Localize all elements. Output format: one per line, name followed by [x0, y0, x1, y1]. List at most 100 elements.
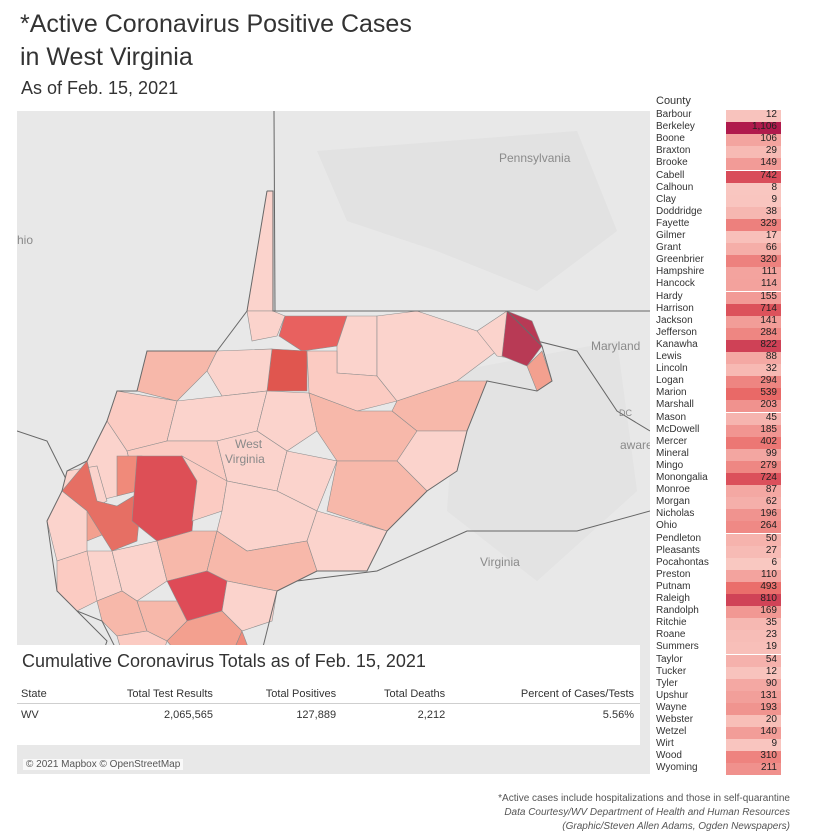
- table-row[interactable]: Gilmer 17: [650, 230, 796, 243]
- county-column-header: County: [656, 95, 691, 107]
- table-row[interactable]: Jefferson 284: [650, 327, 796, 340]
- county-value-cell: 169: [726, 605, 781, 619]
- table-row[interactable]: Boone 106: [650, 133, 796, 147]
- county-name: Braxton: [656, 145, 691, 157]
- table-row[interactable]: Braxton 29: [650, 145, 796, 159]
- table-row[interactable]: Calhoun 8: [650, 182, 796, 195]
- county-name: Lincoln: [656, 363, 688, 375]
- table-row[interactable]: Wood 310: [650, 750, 796, 764]
- table-row[interactable]: Tyler 90: [650, 678, 796, 691]
- county-name: Morgan: [656, 496, 690, 508]
- table-row[interactable]: Monroe 87: [650, 484, 796, 498]
- table-row[interactable]: Greenbrier 320: [650, 254, 796, 268]
- county-value: 62: [765, 496, 777, 508]
- table-row[interactable]: Wyoming 211: [650, 762, 796, 776]
- table-row[interactable]: Marion 539: [650, 387, 796, 401]
- county-value-cell: 742: [726, 170, 781, 183]
- table-row[interactable]: Morgan 62: [650, 496, 796, 510]
- table-row[interactable]: Wayne 193: [650, 701, 796, 715]
- county-value: 493: [760, 580, 777, 592]
- county-name: Putnam: [656, 580, 691, 592]
- county-value: 310: [760, 750, 777, 762]
- table-row[interactable]: Mercer 402: [650, 436, 796, 449]
- table-row[interactable]: Nicholas 196: [650, 508, 796, 522]
- table-row[interactable]: Kanawha 822: [650, 339, 796, 352]
- county-value-cell: 822: [726, 339, 781, 352]
- table-row[interactable]: Upshur 131: [650, 690, 796, 703]
- county-value: 810: [760, 593, 777, 604]
- table-row[interactable]: Wetzel 140: [650, 726, 796, 740]
- label-maryland: Maryland: [591, 339, 641, 353]
- county-name: Monroe: [656, 484, 690, 496]
- county-value: 45: [765, 411, 777, 423]
- table-row[interactable]: Clay 9: [650, 193, 796, 207]
- table-row[interactable]: Webster 20: [650, 714, 796, 727]
- county-name: Wayne: [656, 701, 687, 713]
- table-row[interactable]: Mingo 279: [650, 460, 796, 473]
- county-value: 110: [761, 568, 777, 580]
- county-name: Hancock: [656, 278, 695, 290]
- table-row[interactable]: Lewis 88: [650, 351, 796, 364]
- table-row[interactable]: Randolph 169: [650, 605, 796, 619]
- table-row[interactable]: McDowell 185: [650, 424, 796, 437]
- county-value-cell: 294: [726, 375, 781, 389]
- county-value-cell: 45: [726, 411, 781, 425]
- table-row[interactable]: Wirt 9: [650, 738, 796, 752]
- table-row[interactable]: Hampshire 111: [650, 266, 796, 280]
- county-name: Mineral: [656, 447, 689, 459]
- county-name: Taylor: [656, 653, 683, 665]
- totals-header-row: State Total Test Results Total Positives…: [17, 685, 640, 704]
- table-row[interactable]: Grant 66: [650, 242, 796, 256]
- county-value-cell: 17: [726, 230, 781, 243]
- table-row[interactable]: Taylor 54: [650, 653, 796, 667]
- county-name: Ritchie: [656, 617, 687, 629]
- table-row[interactable]: Hancock 114: [650, 278, 796, 292]
- table-row[interactable]: Putnam 493: [650, 580, 796, 594]
- table-row[interactable]: Lincoln 32: [650, 363, 796, 377]
- county-name: Boone: [656, 133, 685, 145]
- county-value-cell: 185: [726, 424, 781, 437]
- table-row[interactable]: Marshall 203: [650, 399, 796, 413]
- table-row[interactable]: Doddridge 38: [650, 205, 796, 219]
- table-row[interactable]: Tucker 12: [650, 666, 796, 679]
- table-row[interactable]: Barbour 12: [650, 109, 796, 122]
- table-row[interactable]: Jackson 141: [650, 315, 796, 328]
- table-row[interactable]: Fayette 329: [650, 217, 796, 231]
- table-row[interactable]: Pleasants 27: [650, 545, 796, 558]
- county-value-cell: 27: [726, 545, 781, 558]
- county-value-cell: 284: [726, 327, 781, 340]
- county-value: 6: [771, 556, 777, 568]
- table-row[interactable]: Mineral 99: [650, 447, 796, 461]
- county-value: 329: [760, 217, 777, 229]
- table-row[interactable]: Harrison 714: [650, 303, 796, 316]
- table-row[interactable]: Roane 23: [650, 629, 796, 643]
- header-total-deaths: Total Deaths: [342, 685, 452, 704]
- county-name: Doddridge: [656, 205, 703, 217]
- table-row[interactable]: Pendleton 50: [650, 533, 796, 546]
- label-pennsylvania: Pennsylvania: [499, 151, 571, 165]
- table-row[interactable]: Berkeley 1,106: [650, 121, 796, 135]
- map-attribution[interactable]: © 2021 Mapbox © OpenStreetMap: [23, 759, 184, 770]
- table-row[interactable]: Summers 19: [650, 641, 796, 655]
- table-row[interactable]: Hardy 155: [650, 291, 796, 304]
- county-name: Marshall: [656, 399, 694, 411]
- table-row[interactable]: Mason 45: [650, 411, 796, 425]
- table-row[interactable]: Ritchie 35: [650, 617, 796, 631]
- county-name: Mason: [656, 411, 687, 423]
- table-row[interactable]: Preston 110: [650, 568, 796, 582]
- county-value-cell: 111: [726, 266, 781, 280]
- county-value: 1,106: [751, 121, 777, 133]
- county-value: 106: [760, 133, 777, 145]
- table-row[interactable]: Ohio 264: [650, 520, 796, 534]
- table-row[interactable]: Logan 294: [650, 375, 796, 389]
- county-name: Clay: [656, 193, 677, 205]
- table-row[interactable]: Brooke 149: [650, 157, 796, 171]
- county-value: 35: [765, 617, 777, 629]
- county-name: Raleigh: [656, 593, 690, 604]
- table-row[interactable]: Raleigh 810: [650, 593, 796, 606]
- table-row[interactable]: Pocahontas 6: [650, 556, 796, 570]
- county-name: Barbour: [656, 109, 692, 120]
- county-value: 38: [765, 205, 777, 217]
- table-row[interactable]: Cabell 742: [650, 170, 796, 183]
- table-row[interactable]: Monongalia 724: [650, 472, 796, 485]
